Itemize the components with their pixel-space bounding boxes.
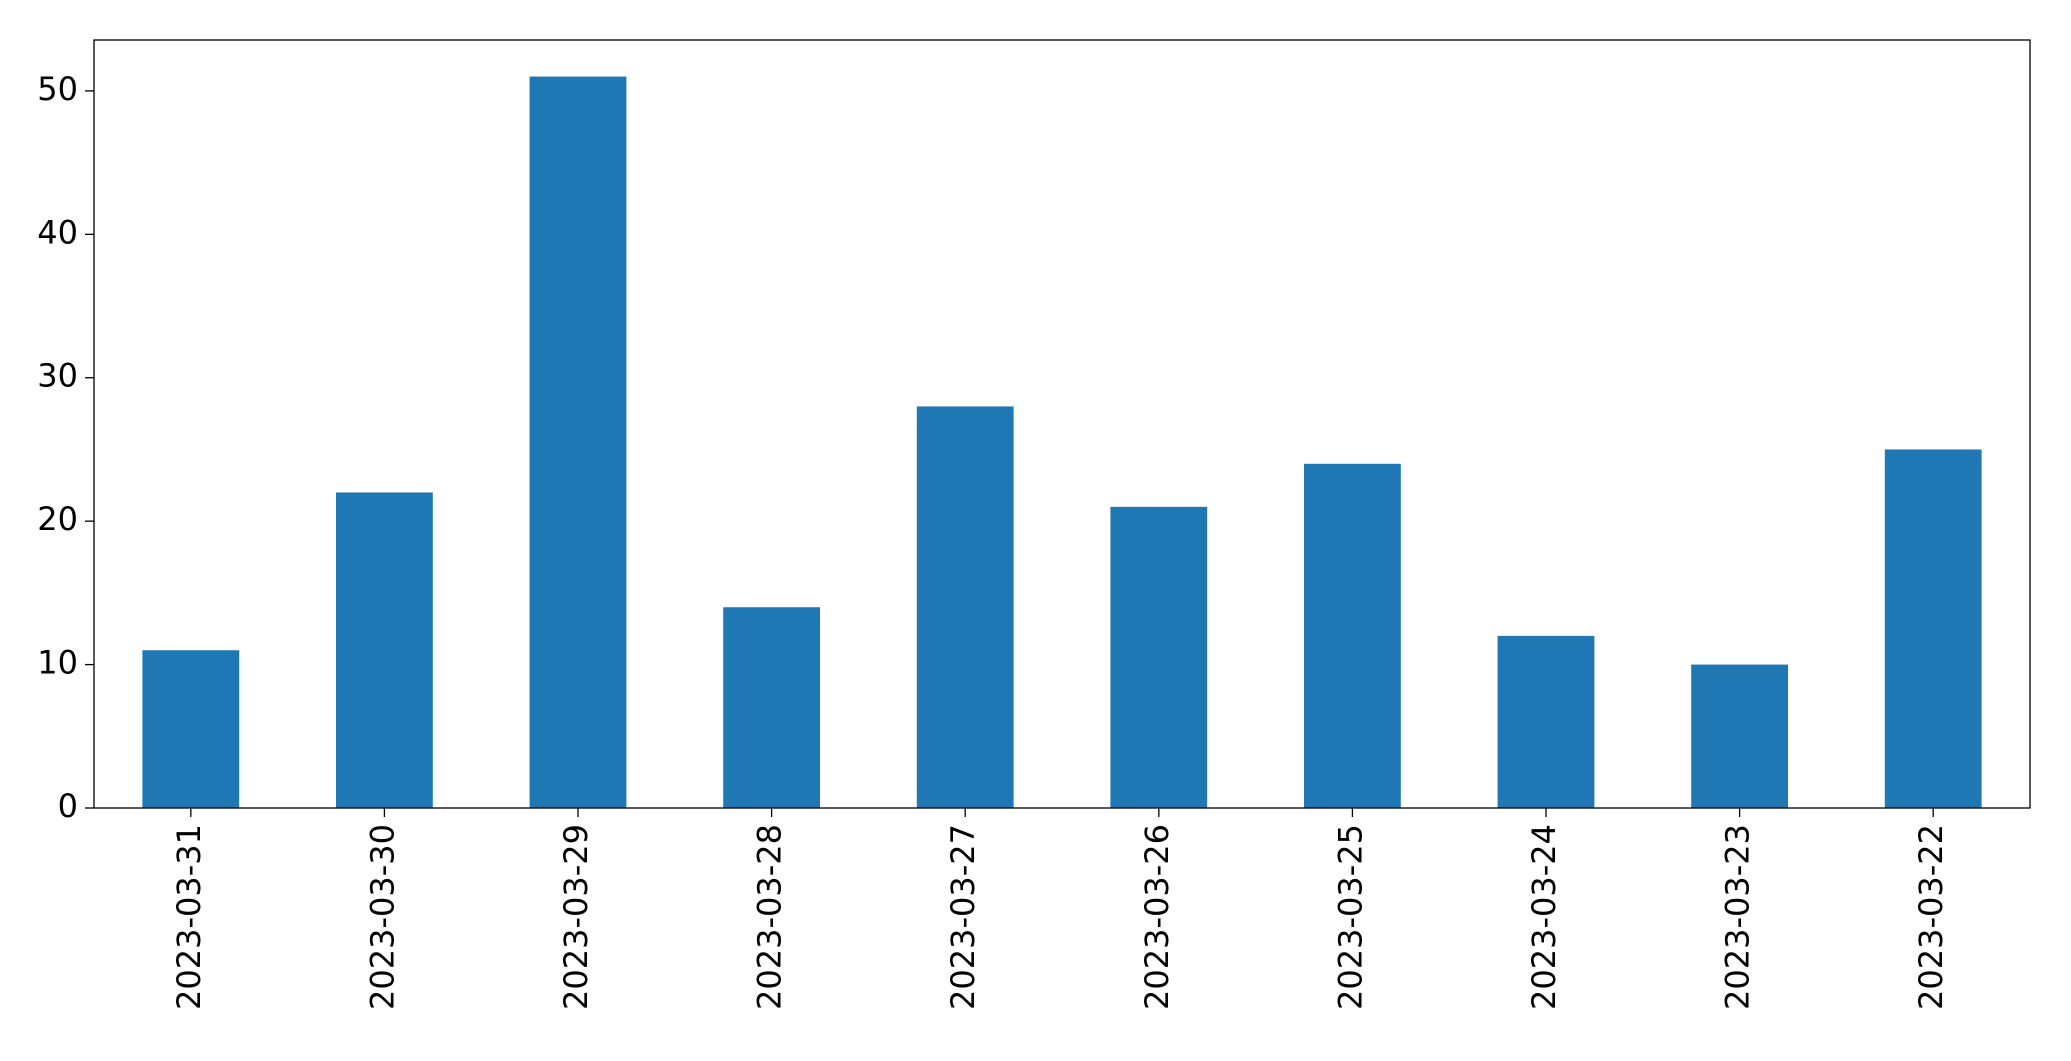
y-tick-label: 0 (58, 787, 78, 825)
y-tick-label: 40 (37, 213, 78, 251)
x-tick-label: 2023-03-26 (1138, 824, 1176, 1010)
x-tick-label: 2023-03-22 (1912, 824, 1950, 1010)
plot-frame (93, 39, 2031, 809)
x-tick-label: 2023-03-25 (1331, 824, 1369, 1010)
x-tick-label: 2023-03-23 (1719, 824, 1757, 1010)
x-tick-label: 2023-03-27 (944, 824, 982, 1010)
bar (1691, 664, 1788, 808)
x-tick-label: 2023-03-28 (751, 824, 789, 1010)
bar (1304, 463, 1401, 808)
bar (1497, 635, 1595, 808)
y-tick-label: 20 (37, 500, 78, 538)
y-tick-label: 10 (37, 644, 78, 682)
x-tick-label: 2023-03-29 (557, 824, 595, 1010)
y-tick-label: 30 (37, 357, 78, 395)
bar (336, 492, 433, 808)
bar (1884, 449, 1982, 808)
bar (916, 406, 1014, 808)
bar (723, 607, 820, 808)
x-tick-label: 2023-03-30 (363, 824, 401, 1010)
x-tick-label: 2023-03-24 (1525, 824, 1563, 1010)
x-tick-label: 2023-03-31 (170, 824, 208, 1010)
bar (529, 76, 627, 809)
bar (1110, 506, 1208, 808)
bar (142, 650, 240, 808)
y-tick-label: 50 (37, 70, 78, 108)
